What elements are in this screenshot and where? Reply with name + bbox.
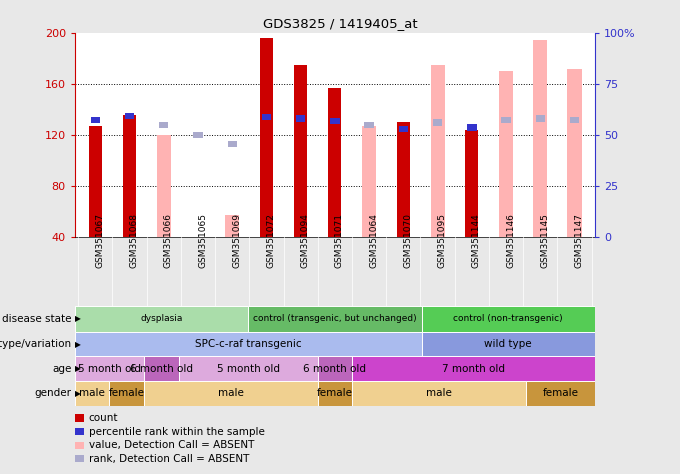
Bar <box>109 381 144 406</box>
Bar <box>75 381 109 406</box>
Bar <box>159 122 169 128</box>
Bar <box>398 126 408 132</box>
Text: genotype/variation: genotype/variation <box>0 339 71 349</box>
Bar <box>396 122 410 237</box>
Text: GSM351147: GSM351147 <box>575 213 583 268</box>
Text: GSM351068: GSM351068 <box>130 213 139 268</box>
Bar <box>75 414 84 422</box>
Bar <box>296 115 305 122</box>
Text: GSM351145: GSM351145 <box>540 213 549 268</box>
Bar <box>362 126 376 237</box>
Bar <box>352 356 595 381</box>
Bar <box>536 115 545 122</box>
Text: GSM351146: GSM351146 <box>506 213 515 268</box>
Bar <box>364 122 374 128</box>
Bar <box>533 39 547 237</box>
Bar <box>260 38 273 237</box>
Text: age: age <box>52 364 71 374</box>
Text: dysplasia: dysplasia <box>140 314 183 323</box>
Bar <box>156 135 171 237</box>
Text: disease state: disease state <box>2 314 71 324</box>
Text: count: count <box>88 413 118 423</box>
Bar <box>179 356 318 381</box>
Bar <box>75 442 84 449</box>
Text: 6 month old: 6 month old <box>303 364 367 374</box>
Text: control (non-transgenic): control (non-transgenic) <box>454 314 563 323</box>
Text: SPC-c-raf transgenic: SPC-c-raf transgenic <box>195 339 301 349</box>
Text: GSM351095: GSM351095 <box>437 213 447 268</box>
Text: rank, Detection Call = ABSENT: rank, Detection Call = ABSENT <box>88 454 249 464</box>
Text: GSM351072: GSM351072 <box>267 213 275 268</box>
Text: 7 month old: 7 month old <box>442 364 505 374</box>
Bar <box>89 126 102 237</box>
Bar <box>75 455 84 463</box>
Bar <box>526 381 595 406</box>
Text: ▶: ▶ <box>75 340 82 348</box>
Bar <box>422 306 595 332</box>
Bar <box>318 381 352 406</box>
Text: female: female <box>317 388 353 399</box>
Bar <box>330 118 339 124</box>
Bar <box>499 72 513 237</box>
Text: gender: gender <box>35 388 71 399</box>
Text: percentile rank within the sample: percentile rank within the sample <box>88 427 265 437</box>
Bar <box>567 69 581 237</box>
Text: GSM351071: GSM351071 <box>335 213 344 268</box>
Bar <box>75 428 84 435</box>
Bar <box>144 356 179 381</box>
Bar <box>225 215 239 237</box>
Bar <box>422 332 595 356</box>
Text: GSM351067: GSM351067 <box>95 213 104 268</box>
Bar <box>125 113 134 119</box>
Text: GSM351094: GSM351094 <box>301 213 309 268</box>
Bar <box>501 117 511 123</box>
Bar <box>262 114 271 120</box>
Text: GSM351144: GSM351144 <box>472 213 481 268</box>
Text: 5 month old: 5 month old <box>78 364 141 374</box>
Text: wild type: wild type <box>484 339 532 349</box>
Bar <box>90 117 100 123</box>
Bar <box>123 115 136 237</box>
Bar <box>570 117 579 123</box>
Text: 5 month old: 5 month old <box>217 364 279 374</box>
Text: female: female <box>109 388 145 399</box>
Text: value, Detection Call = ABSENT: value, Detection Call = ABSENT <box>88 440 254 450</box>
Text: male: male <box>79 388 105 399</box>
Bar <box>75 332 422 356</box>
Bar <box>467 124 477 131</box>
Bar <box>433 119 442 126</box>
Bar <box>465 130 479 237</box>
Text: 6 month old: 6 month old <box>130 364 193 374</box>
Bar <box>248 306 422 332</box>
Text: control (transgenic, but unchanged): control (transgenic, but unchanged) <box>253 314 417 323</box>
Bar <box>352 381 526 406</box>
Text: GSM351069: GSM351069 <box>233 213 241 268</box>
Text: GSM351070: GSM351070 <box>403 213 412 268</box>
Text: ▶: ▶ <box>75 365 82 373</box>
Bar <box>328 88 341 237</box>
Bar <box>75 356 144 381</box>
Text: GSM351065: GSM351065 <box>198 213 207 268</box>
Text: GSM351066: GSM351066 <box>164 213 173 268</box>
Text: ▶: ▶ <box>75 314 82 323</box>
Text: GDS3825 / 1419405_at: GDS3825 / 1419405_at <box>262 17 418 29</box>
Bar <box>193 132 203 138</box>
Text: male: male <box>426 388 452 399</box>
Text: female: female <box>543 388 578 399</box>
Text: ▶: ▶ <box>75 389 82 398</box>
Bar <box>294 65 307 237</box>
Bar <box>75 306 248 332</box>
Bar <box>144 381 318 406</box>
Bar <box>430 65 445 237</box>
Text: GSM351064: GSM351064 <box>369 213 378 268</box>
Bar <box>228 141 237 147</box>
Bar <box>318 356 352 381</box>
Text: male: male <box>218 388 244 399</box>
